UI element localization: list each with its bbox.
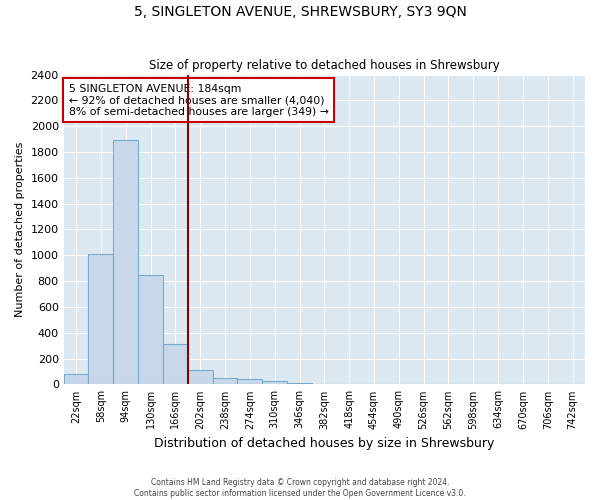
Bar [138,274,163,384]
Bar [188,370,212,384]
Text: 5 SINGLETON AVENUE: 184sqm
← 92% of detached houses are smaller (4,040)
8% of se: 5 SINGLETON AVENUE: 184sqm ← 92% of deta… [69,84,329,117]
Bar [262,381,287,384]
Y-axis label: Number of detached properties: Number of detached properties [15,142,25,317]
Bar [113,140,138,384]
Bar [88,254,113,384]
Title: Size of property relative to detached houses in Shrewsbury: Size of property relative to detached ho… [149,59,500,72]
Bar [238,380,262,384]
Bar [287,383,312,384]
Bar [212,378,238,384]
Bar [163,344,188,385]
Text: Contains HM Land Registry data © Crown copyright and database right 2024.
Contai: Contains HM Land Registry data © Crown c… [134,478,466,498]
X-axis label: Distribution of detached houses by size in Shrewsbury: Distribution of detached houses by size … [154,437,494,450]
Bar [64,374,88,384]
Text: 5, SINGLETON AVENUE, SHREWSBURY, SY3 9QN: 5, SINGLETON AVENUE, SHREWSBURY, SY3 9QN [134,5,466,19]
